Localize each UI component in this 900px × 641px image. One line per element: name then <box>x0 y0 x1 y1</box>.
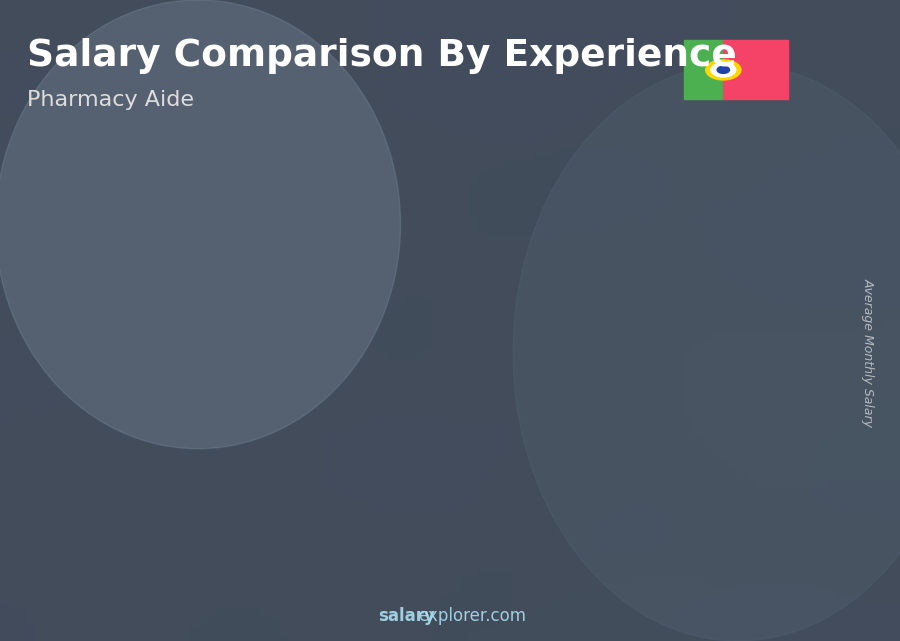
Bar <box>202 419 268 577</box>
Polygon shape <box>329 337 409 344</box>
Ellipse shape <box>0 0 400 449</box>
Circle shape <box>717 66 730 74</box>
Text: explorer.com: explorer.com <box>418 607 526 625</box>
Text: salary: salary <box>378 607 435 625</box>
Polygon shape <box>525 287 537 577</box>
Text: Pharmacy Aide: Pharmacy Aide <box>27 90 194 110</box>
Text: Salary Comparison By Experience: Salary Comparison By Experience <box>27 38 737 74</box>
Bar <box>457 292 525 577</box>
Text: Average Monthly Salary: Average Monthly Salary <box>862 278 875 427</box>
Text: 3,500 EUR: 3,500 EUR <box>753 237 841 254</box>
Bar <box>73 459 140 577</box>
Text: +33%: +33% <box>139 354 215 378</box>
Text: +48%: +48% <box>267 267 343 290</box>
Polygon shape <box>140 453 153 577</box>
Circle shape <box>706 60 741 80</box>
Circle shape <box>711 63 736 77</box>
Bar <box>684 40 724 99</box>
Text: +8%: +8% <box>660 179 720 203</box>
Bar <box>586 267 652 577</box>
Bar <box>329 344 396 577</box>
Polygon shape <box>268 413 281 577</box>
Polygon shape <box>586 260 665 267</box>
Polygon shape <box>202 413 281 419</box>
Text: +22%: +22% <box>395 223 472 247</box>
Text: +9%: +9% <box>532 204 591 229</box>
Text: 3,230 EUR: 3,230 EUR <box>626 262 713 280</box>
Polygon shape <box>780 235 794 577</box>
Polygon shape <box>714 235 794 240</box>
Polygon shape <box>457 287 537 292</box>
Text: 1,640 EUR: 1,640 EUR <box>241 415 328 433</box>
Bar <box>724 40 788 99</box>
Text: 2,430 EUR: 2,430 EUR <box>369 339 456 357</box>
Text: 2,960 EUR: 2,960 EUR <box>498 288 584 306</box>
Polygon shape <box>652 260 665 577</box>
Polygon shape <box>396 337 409 577</box>
Text: 1,230 EUR: 1,230 EUR <box>112 454 200 472</box>
Polygon shape <box>73 453 153 459</box>
Ellipse shape <box>513 64 900 641</box>
Bar <box>714 240 780 577</box>
